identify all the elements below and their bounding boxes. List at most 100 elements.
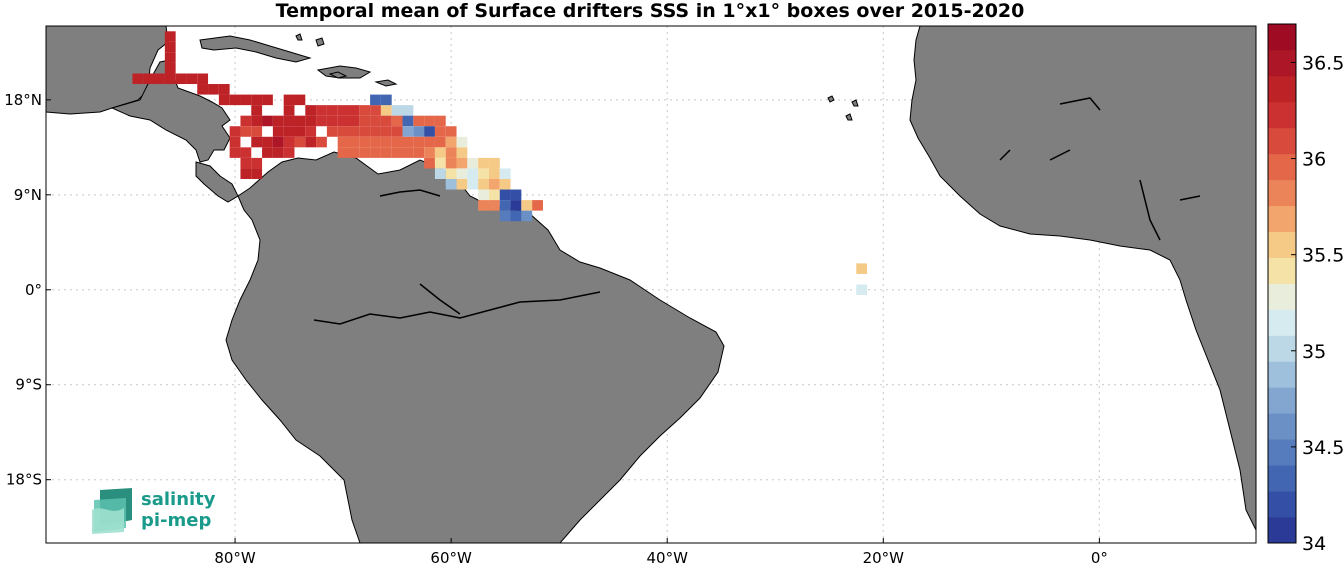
colorbar-swatch-11 — [1268, 231, 1296, 258]
sss-cell-8 — [175, 73, 187, 85]
sss-cell-124 — [467, 168, 479, 179]
sss-cell-33 — [370, 94, 381, 106]
sss-cell-141 — [510, 200, 522, 211]
sss-cell-12 — [208, 84, 219, 95]
colorbar-swatch-8 — [1268, 309, 1296, 336]
sss-cell-138 — [478, 200, 489, 211]
colorbar-tick-label-3: 35.5 — [1302, 245, 1344, 267]
sss-cell-95 — [262, 147, 273, 158]
sss-cell-128 — [445, 178, 457, 190]
sss-cell-13 — [218, 84, 230, 95]
sss-cell-136 — [499, 189, 511, 201]
sss-cell-86 — [391, 136, 403, 148]
colorbar-tick-label-5: 36.5 — [1302, 52, 1344, 74]
sss-cell-32 — [391, 105, 403, 116]
sss-cell-145 — [510, 210, 522, 222]
map-frame — [45, 25, 1257, 544]
land-masses — [46, 26, 1256, 543]
colorbar-tick-label-1: 34.5 — [1302, 437, 1344, 459]
sss-cell-139 — [488, 200, 500, 211]
salinity-grid-cells — [132, 31, 868, 296]
sss-cell-133 — [499, 178, 511, 190]
colorbar-swatch-18 — [1268, 49, 1296, 77]
land-africa — [909, 26, 1256, 531]
sss-cell-65 — [370, 126, 381, 137]
sss-cell-1 — [164, 41, 176, 53]
colorbar-swatch-16 — [1268, 101, 1296, 129]
sss-cell-44 — [337, 115, 349, 127]
sss-cell-25 — [316, 105, 327, 116]
sss-cell-142 — [521, 200, 533, 211]
sss-cell-143 — [532, 200, 543, 211]
sss-cell-36 — [240, 115, 252, 127]
logo-icon — [92, 488, 132, 534]
sss-cell-48 — [380, 115, 392, 127]
sss-cell-147 — [856, 263, 868, 274]
sss-cell-100 — [359, 147, 371, 158]
colorbar-swatch-3 — [1268, 439, 1296, 466]
colorbar-frame — [1267, 23, 1297, 544]
colorbar-swatch-13 — [1268, 179, 1296, 207]
sss-cell-144 — [499, 210, 511, 222]
lat-tick-label-4: 18°S — [6, 471, 42, 489]
lat-tick-label-3: 9°S — [15, 376, 42, 394]
sss-cell-21 — [294, 94, 306, 106]
sss-cell-39 — [272, 115, 284, 127]
sss-cell-11 — [197, 84, 209, 95]
sss-cell-106 — [424, 147, 435, 158]
sss-cell-77 — [283, 136, 295, 148]
lat-tick-label-2: 0° — [25, 281, 42, 299]
sss-cell-103 — [391, 147, 403, 158]
sss-cell-38 — [262, 115, 273, 127]
sss-cell-79 — [305, 136, 317, 148]
land-panama — [195, 161, 239, 203]
sss-cell-47 — [370, 115, 381, 127]
sss-cell-94 — [240, 147, 252, 158]
land-puerto-rico — [374, 79, 398, 87]
sss-cell-0 — [164, 31, 176, 42]
sss-cell-90 — [434, 136, 446, 148]
sss-cell-61 — [326, 126, 338, 137]
sss-cell-108 — [445, 147, 457, 158]
sss-cell-50 — [402, 115, 414, 127]
lat-tick-label-0: 18°N — [4, 91, 42, 109]
colorbar-swatch-17 — [1268, 75, 1296, 103]
sss-cell-110 — [240, 157, 252, 169]
sss-cell-70 — [424, 126, 435, 137]
sss-cell-52 — [424, 115, 435, 127]
sss-cell-64 — [359, 126, 371, 137]
sss-cell-71 — [434, 126, 446, 137]
sss-cell-63 — [348, 126, 360, 137]
sss-cell-69 — [413, 126, 425, 137]
sss-cell-80 — [316, 136, 327, 148]
lon-tick-label-0: 80°W — [214, 549, 256, 564]
sss-cell-99 — [348, 147, 360, 158]
sss-cell-121 — [434, 168, 446, 179]
sss-cell-125 — [478, 168, 489, 179]
sss-cell-3 — [164, 62, 176, 74]
colorbar-swatch-15 — [1268, 127, 1296, 155]
sss-cell-96 — [272, 147, 284, 158]
sss-cell-126 — [488, 168, 500, 179]
sss-cell-40 — [283, 115, 295, 127]
colorbar-swatch-2 — [1268, 465, 1296, 492]
land-south-america — [225, 151, 725, 543]
sss-cell-117 — [478, 157, 489, 169]
sss-cell-146 — [521, 210, 533, 222]
sss-cell-34 — [380, 94, 392, 106]
longitude-axis: 80°W 60°W 40°W 20°W 0° — [214, 538, 1108, 564]
lon-tick-label-3: 20°W — [863, 549, 905, 564]
sss-cell-19 — [251, 105, 263, 116]
sss-cell-5 — [154, 73, 165, 85]
sss-cell-91 — [445, 136, 457, 148]
sss-cell-118 — [488, 157, 500, 169]
colorbar-swatch-6 — [1268, 361, 1296, 388]
sss-cell-92 — [456, 136, 468, 148]
sss-cell-137 — [510, 189, 522, 201]
sss-cell-17 — [251, 94, 263, 106]
sss-cell-31 — [380, 105, 392, 116]
sss-cell-23 — [305, 105, 317, 116]
colorbar-swatch-19 — [1268, 24, 1296, 51]
sss-cell-29 — [359, 105, 371, 116]
sss-cell-66 — [380, 126, 392, 137]
